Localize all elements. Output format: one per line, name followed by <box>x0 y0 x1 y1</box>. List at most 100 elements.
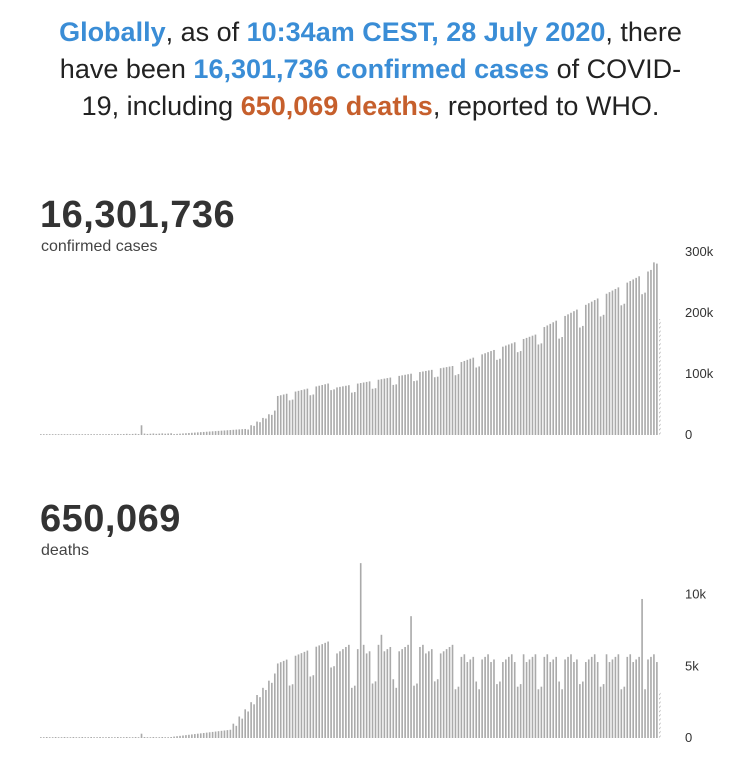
bar <box>336 387 338 435</box>
bar <box>549 323 552 435</box>
bar <box>490 662 492 738</box>
bar <box>318 385 321 435</box>
bar <box>273 410 276 435</box>
bar <box>214 731 217 738</box>
bar <box>149 737 152 738</box>
bar <box>125 737 128 738</box>
bar <box>134 433 137 435</box>
bar <box>422 644 424 738</box>
bar <box>611 290 614 435</box>
bar <box>196 733 199 738</box>
bar <box>389 377 392 435</box>
bar <box>579 684 581 738</box>
bar <box>389 646 392 738</box>
bar <box>282 660 285 738</box>
bar <box>152 433 155 435</box>
bar <box>300 390 303 435</box>
bar <box>442 367 445 435</box>
bar <box>413 381 415 435</box>
bar <box>285 393 288 435</box>
bar <box>445 367 448 435</box>
bar <box>626 282 629 435</box>
bar <box>63 434 66 435</box>
bar <box>448 646 451 738</box>
bar <box>164 433 167 435</box>
bar <box>493 349 495 435</box>
bar <box>182 433 184 435</box>
bar <box>321 644 324 738</box>
bar <box>244 709 246 738</box>
bar <box>42 434 45 435</box>
bar <box>185 735 187 738</box>
bar <box>558 681 560 738</box>
bar <box>374 681 377 738</box>
bar <box>146 433 149 435</box>
bar <box>345 646 347 738</box>
bar <box>454 375 457 435</box>
bar <box>288 685 291 738</box>
bar <box>256 421 258 435</box>
bar <box>499 358 501 435</box>
bar <box>433 681 436 738</box>
bar <box>582 681 584 738</box>
bar <box>386 378 389 435</box>
bar <box>460 656 463 738</box>
bar <box>131 433 134 435</box>
bar <box>167 433 169 435</box>
bar <box>647 659 649 738</box>
bar <box>564 315 566 435</box>
bar <box>599 316 602 435</box>
bar <box>555 656 557 738</box>
bar <box>336 653 338 738</box>
bar <box>596 662 599 738</box>
bar <box>439 653 442 738</box>
headline-text: have been <box>59 54 194 84</box>
bar <box>306 650 309 738</box>
bar <box>380 379 383 435</box>
bar <box>342 386 344 435</box>
bar <box>605 293 608 435</box>
bar <box>137 737 140 738</box>
bar <box>247 711 249 738</box>
bar <box>291 399 294 435</box>
headline-line-2: have been 16,301,736 confirmed cases of … <box>0 51 741 88</box>
bar <box>273 673 276 738</box>
bar <box>205 732 208 739</box>
bar <box>469 358 472 435</box>
bar <box>584 662 587 738</box>
headline-text: of COVID- <box>549 54 682 84</box>
bar <box>232 429 235 435</box>
headline-line-1: Globally, as of 10:34am CEST, 28 July 20… <box>0 14 741 51</box>
bar <box>324 642 326 738</box>
bar <box>179 433 181 435</box>
bar <box>321 384 324 435</box>
bar <box>522 338 525 435</box>
bar <box>188 433 190 435</box>
bar <box>75 737 78 738</box>
bar <box>285 659 288 738</box>
bar <box>134 737 137 738</box>
bar <box>469 659 472 738</box>
bar <box>377 644 380 738</box>
bar <box>102 434 104 435</box>
bar <box>590 301 593 435</box>
bar <box>152 737 155 738</box>
bar <box>410 616 412 738</box>
bar <box>60 434 63 435</box>
bar <box>229 729 232 738</box>
bar <box>164 737 167 738</box>
bar <box>312 675 315 738</box>
bar <box>425 370 427 435</box>
bar <box>596 298 599 435</box>
bar <box>223 730 226 738</box>
y-tick-label: 5k <box>685 658 699 673</box>
bar <box>40 434 42 435</box>
bar <box>176 433 178 435</box>
bar <box>430 369 433 435</box>
bar <box>505 659 507 738</box>
bar <box>297 390 300 435</box>
bar <box>395 687 398 738</box>
bar <box>72 434 75 435</box>
bar <box>208 431 211 435</box>
bar <box>282 394 285 435</box>
